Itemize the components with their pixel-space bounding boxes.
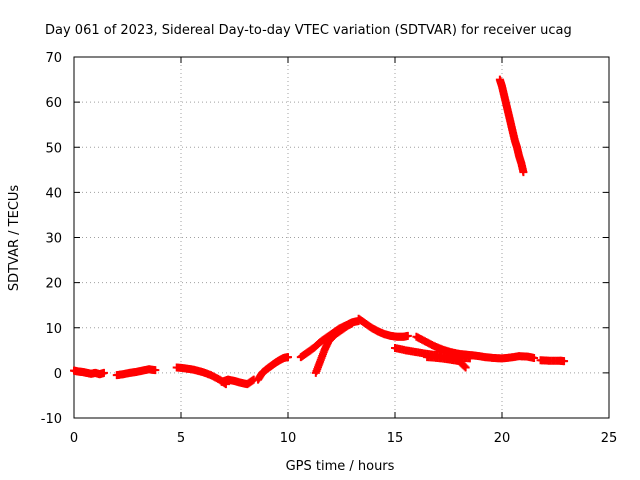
series-arc-8 [354,314,412,341]
tick-layer: 0 5 10 15 20 25 -10 0 10 20 30 40 50 60 70 [41,51,618,446]
y-tick-label: 60 [45,96,62,111]
y-tick-label: 20 [45,277,62,292]
x-axis-label: GPS time / hours [286,459,395,474]
series-arc-2 [112,365,160,380]
data-point-marker [348,319,357,328]
y-tick-label: 70 [45,51,62,66]
series-layer [70,75,569,389]
y-tick-label: 40 [45,186,62,201]
series-arc-1 [70,366,108,379]
data-point-marker [519,168,528,177]
data-point-marker [403,331,412,340]
series-arc-12 [536,356,569,366]
data-point-marker [560,357,569,366]
x-tick-label: 5 [177,431,185,446]
grid-layer [74,57,609,418]
x-tick-label: 20 [494,431,511,446]
y-tick-label: 10 [45,322,62,337]
data-point-marker [99,368,108,377]
y-axis-label: SDTVAR / TECUs [7,185,22,292]
series-arc-7 [311,319,357,377]
series-arc-3 [172,363,230,389]
series-arc-13 [495,75,528,177]
data-point-marker [530,353,539,362]
series-arc-5 [254,353,292,384]
y-tick-label: 0 [54,367,62,382]
y-tick-label: 50 [45,141,62,156]
y-tick-label: 30 [45,232,62,247]
data-point-marker [284,353,292,362]
x-tick-label: 10 [280,431,297,446]
x-tick-label: 15 [387,431,404,446]
series-arc-11 [423,353,470,372]
x-tick-label: 0 [70,431,78,446]
data-point-marker [465,354,474,363]
data-point-marker [151,366,160,375]
x-tick-label: 25 [601,431,618,446]
data-point-marker [460,362,469,371]
series-arc-4 [217,375,258,389]
data-point-marker [461,363,470,372]
y-tick-label: -10 [41,412,62,427]
chart-title: Day 061 of 2023, Sidereal Day-to-day VTE… [45,23,572,38]
